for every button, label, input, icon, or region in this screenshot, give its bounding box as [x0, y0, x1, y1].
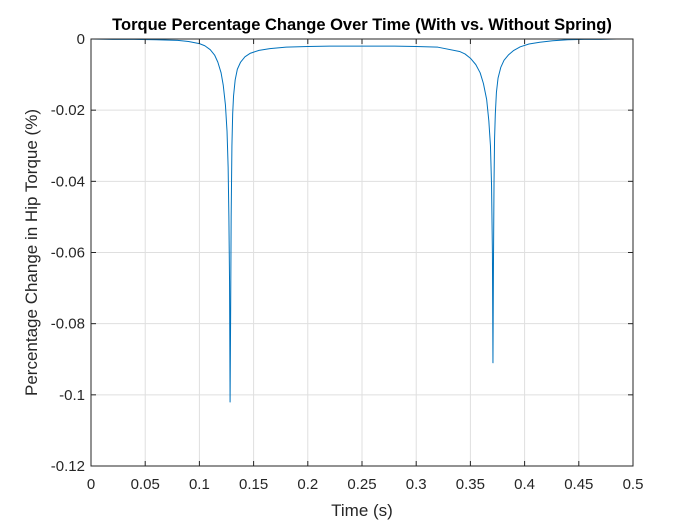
- x-tick-label: 0.4: [514, 476, 535, 493]
- grid: [91, 39, 633, 466]
- x-tick-label: 0.45: [564, 476, 593, 493]
- x-tick-label: 0.05: [131, 476, 160, 493]
- x-tick-label: 0.15: [239, 476, 268, 493]
- y-tick-label: -0.04: [51, 173, 85, 190]
- y-axis-title: Percentage Change in Hip Torque (%): [22, 109, 41, 396]
- x-axis-title: Time (s): [331, 501, 393, 520]
- series-line: [90, 38, 633, 403]
- y-tick-label: -0.06: [51, 245, 85, 262]
- y-tick-label: 0: [77, 31, 85, 48]
- chart-title: Torque Percentage Change Over Time (With…: [112, 16, 612, 34]
- y-tick-label: -0.08: [51, 316, 85, 333]
- x-tick-label: 0: [87, 476, 95, 493]
- ticks: 0 0.05 0.1 0.15 0.2 0.25 0.3 0.35 0.4 0.45 0.50-0.…: [51, 31, 644, 493]
- y-tick-label: -0.1: [59, 387, 85, 404]
- x-tick-label: 0.35: [456, 476, 485, 493]
- y-tick-label: -0.12: [51, 458, 85, 475]
- x-tick-label: 0.2: [297, 476, 318, 493]
- x-tick-label: 0.1: [189, 476, 210, 493]
- x-tick-label: 0.3: [406, 476, 427, 493]
- x-tick-label: 0.25: [347, 476, 376, 493]
- y-tick-label: -0.02: [51, 102, 85, 119]
- x-tick-label: 0.5: [623, 476, 644, 493]
- series-layer: [90, 38, 633, 403]
